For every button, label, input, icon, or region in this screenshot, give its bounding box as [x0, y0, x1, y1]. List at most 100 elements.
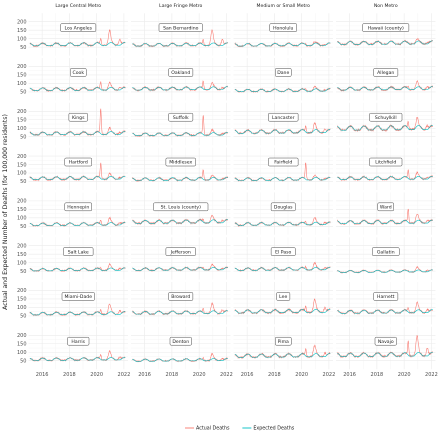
- expected-deaths-line: [337, 175, 433, 181]
- county-label-box: [63, 247, 94, 256]
- expected-deaths-line: [234, 88, 331, 93]
- x-tick-label: 2018: [268, 372, 281, 378]
- county-label: Middlesex: [169, 160, 192, 166]
- county-label-box: [165, 157, 196, 167]
- y-tick-label: 100: [17, 81, 27, 87]
- y-tick-label: 50: [20, 179, 26, 185]
- expected-deaths-line: [234, 129, 331, 134]
- legend-label: Actual Deaths: [196, 426, 230, 432]
- county-label: Harnett: [377, 294, 395, 300]
- actual-deaths-line: [337, 116, 434, 132]
- county-label: Broward: [171, 294, 190, 300]
- y-tick-label: 150: [17, 28, 27, 34]
- legend-label: Expected Deaths: [253, 426, 294, 432]
- x-tick-label: 2018: [166, 372, 179, 378]
- expected-deaths-line: [29, 357, 126, 361]
- expected-deaths-line: [234, 266, 331, 271]
- county-label-box: [153, 202, 209, 212]
- facet-panel: 50 100 150 200 Hennepin: [17, 192, 128, 235]
- expected-deaths-line: [29, 267, 126, 272]
- facet-panel: Lee: [233, 282, 333, 325]
- expected-deaths-line: [132, 132, 228, 137]
- county-label: El Paso: [275, 249, 291, 255]
- y-tick-label: 100: [17, 126, 27, 132]
- expected-deaths-line: [132, 310, 228, 315]
- expected-deaths-line: [29, 311, 126, 316]
- y-tick-label: 100: [17, 216, 27, 222]
- facet-panel: 50 100 150 200 Miami-Dade: [17, 282, 128, 325]
- facet-panel: 2016 2018 2020 2022 Pima: [233, 326, 335, 378]
- county-label-box: [270, 202, 296, 212]
- county-label-box: [168, 292, 194, 301]
- y-tick-label: 150: [17, 73, 27, 79]
- facet-panel: Hawaii (county): [336, 13, 436, 56]
- facet-panel: 50 100 150 200 2016 2018 2020 2022 Harris: [17, 326, 130, 378]
- y-tick-label: 50: [20, 90, 26, 96]
- county-label: Douglas: [274, 205, 293, 211]
- county-label-box: [64, 157, 92, 167]
- facet-panel: Honolulu: [233, 13, 333, 56]
- county-label: Gallatin: [377, 249, 395, 255]
- facet-panel: Dane: [233, 58, 333, 101]
- expected-deaths-line: [234, 42, 331, 47]
- county-label: Honolulu: [273, 25, 293, 31]
- county-label-box: [158, 23, 203, 32]
- facet-panel: Jefferson: [131, 237, 231, 280]
- column-strip-label: Large Fringe Metro: [159, 3, 202, 9]
- y-tick-label: 100: [17, 305, 27, 311]
- y-tick-label: 200: [17, 243, 27, 249]
- county-label-box: [268, 157, 299, 167]
- y-tick-label: 200: [17, 109, 27, 115]
- y-tick-label: 150: [17, 341, 27, 347]
- county-label: Hawaii (county): [368, 25, 404, 31]
- county-label-box: [362, 23, 410, 32]
- county-label-box: [275, 336, 292, 346]
- county-label-box: [369, 112, 403, 122]
- y-tick-label: 100: [17, 350, 27, 356]
- y-tick-label: 200: [17, 333, 27, 339]
- county-label: Cook: [73, 70, 85, 76]
- facet-panel: 50 100 150 200 Kings: [17, 102, 128, 146]
- county-label: Allegan: [377, 70, 394, 76]
- panel-grid-layer: 50 100 150 200 Los Angeles San Bernardino Hono…: [17, 13, 438, 378]
- county-label: Ward: [380, 205, 392, 211]
- county-label: Litchfield: [375, 160, 396, 166]
- facet-panel: Ward: [336, 192, 436, 235]
- county-label-box: [374, 336, 397, 346]
- county-label-box: [61, 292, 95, 301]
- facet-panel: Fairfield: [233, 147, 333, 190]
- y-tick-label: 100: [17, 260, 27, 266]
- facet-panel: Lancaster: [233, 102, 333, 146]
- x-tick-label: 2016: [36, 372, 49, 378]
- x-tick-label: 2020: [193, 372, 206, 378]
- county-label: Dane: [277, 70, 289, 76]
- y-tick-label: 50: [20, 45, 26, 51]
- county-label-box: [68, 112, 88, 122]
- facet-panel: Middlesex: [131, 147, 231, 190]
- county-label-box: [269, 23, 297, 32]
- county-label-box: [165, 247, 196, 256]
- county-label: Navajo: [378, 339, 394, 345]
- x-tick-label: 2022: [220, 372, 233, 378]
- county-label: Lancaster: [272, 115, 295, 121]
- expected-deaths-line: [337, 86, 433, 91]
- facet-panel: Oakland: [131, 58, 231, 101]
- county-label: Jefferson: [170, 249, 191, 255]
- expected-deaths-line: [234, 221, 331, 226]
- county-label-box: [268, 112, 299, 122]
- facet-panel: Litchfield: [336, 147, 436, 190]
- y-tick-label: 200: [17, 199, 27, 205]
- county-label-box: [373, 68, 399, 77]
- county-label: St. Louis (county): [161, 205, 201, 211]
- facet-panel: Schuylkill: [336, 102, 436, 146]
- expected-deaths-line: [234, 176, 331, 181]
- facet-panel: 50 100 150 200 Salt Lake: [17, 237, 128, 280]
- facet-panel: San Bernardino: [131, 13, 231, 56]
- county-label-box: [60, 23, 97, 32]
- county-label-box: [373, 292, 399, 301]
- expected-deaths-line: [337, 309, 433, 314]
- county-label-box: [169, 336, 192, 346]
- legend: Actual Deaths Expected Deaths: [185, 426, 295, 432]
- expected-deaths-line: [132, 42, 228, 47]
- county-label: Schuylkill: [375, 115, 397, 121]
